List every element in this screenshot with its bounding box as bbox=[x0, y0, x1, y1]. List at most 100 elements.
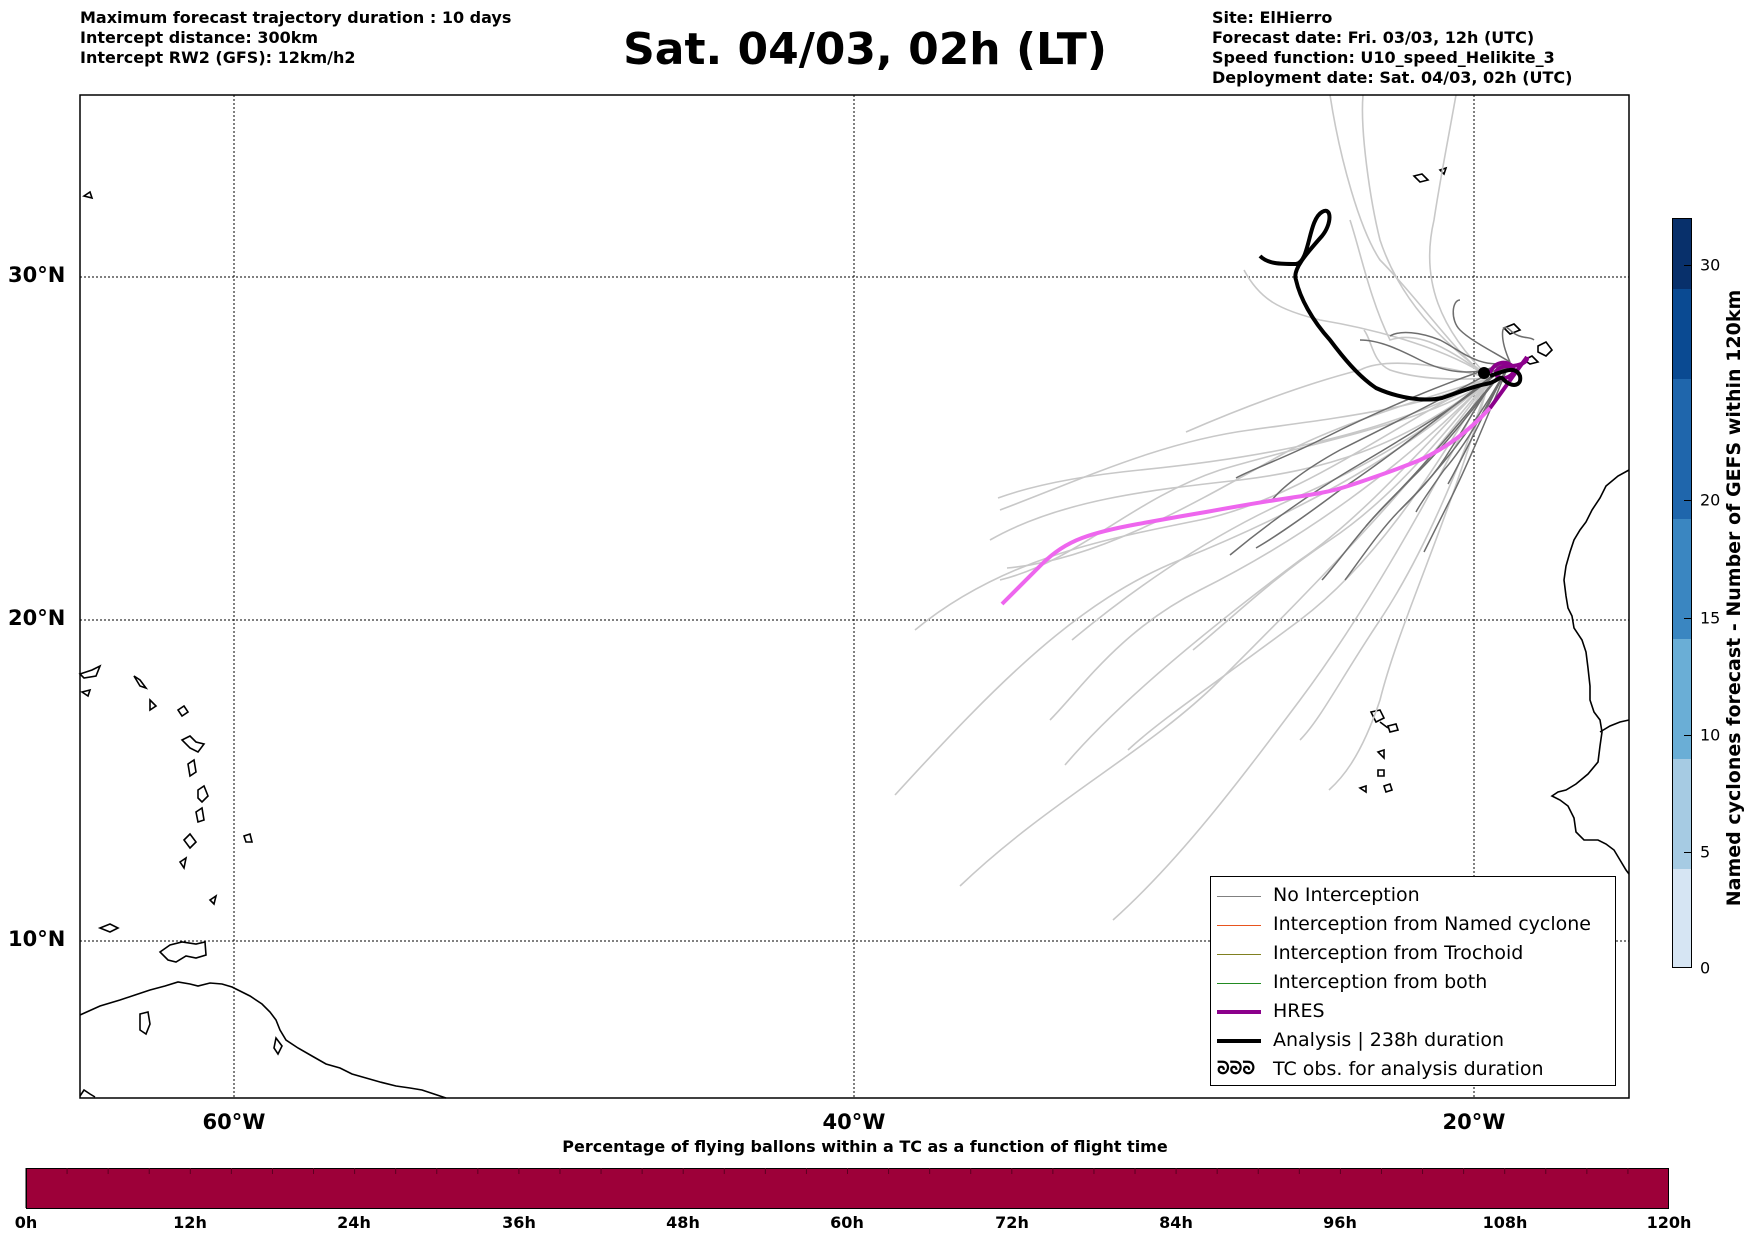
coast-island-b bbox=[139, 1011, 151, 1036]
legend-label: Interception from Trochoid bbox=[1273, 942, 1524, 964]
lon-label-20w: 20°W bbox=[1442, 1110, 1506, 1134]
colorbar-segment bbox=[1673, 639, 1691, 759]
colorbar-tick-30: 30 bbox=[1700, 255, 1721, 275]
coast-cape-verde-5 bbox=[1382, 782, 1394, 794]
colorbar-tickmark bbox=[1684, 500, 1692, 501]
lon-label-40w: 40°W bbox=[822, 1110, 886, 1134]
coast-sa-corner bbox=[79, 1088, 96, 1098]
info-intercept-rw2: Intercept RW2 (GFS): 12km/h2 bbox=[80, 48, 356, 67]
colorbar-segment bbox=[1673, 289, 1691, 379]
dark-trajectory bbox=[1255, 361, 1511, 549]
coast-trinidad bbox=[158, 941, 207, 963]
info-site: Site: ElHierro bbox=[1212, 8, 1333, 27]
legend-item-no-interception: No Interception bbox=[1211, 883, 1615, 911]
info-forecast-date: Forecast date: Fri. 03/03, 12h (UTC) bbox=[1212, 28, 1535, 47]
coast-cape-verde-7 bbox=[1358, 784, 1367, 794]
coast-antilles-2 bbox=[149, 698, 158, 712]
colorbar-tick-20: 20 bbox=[1700, 490, 1721, 510]
coast-dominica bbox=[187, 758, 197, 778]
colorbar-tick-15: 15 bbox=[1700, 608, 1721, 628]
coast-grenadines bbox=[178, 856, 188, 871]
light-trajectory bbox=[1299, 377, 1491, 741]
coast-canary-b bbox=[1522, 355, 1540, 365]
colorbar-tick-5: 5 bbox=[1700, 842, 1711, 862]
hbar-tick-60h: 60h bbox=[830, 1213, 864, 1232]
legend-label: Interception from Named cyclone bbox=[1273, 913, 1591, 935]
coast-canary-c bbox=[1502, 323, 1522, 335]
light-trajectory bbox=[1192, 377, 1491, 651]
hbar-tick-84h: 84h bbox=[1159, 1213, 1193, 1232]
lat-label-30n: 30°N bbox=[8, 263, 66, 287]
cyclone-colorbar bbox=[1672, 218, 1692, 968]
percentage-bar-dividers bbox=[66, 1168, 1629, 1174]
coast-barbados bbox=[242, 832, 254, 843]
coast-leeward-2 bbox=[80, 688, 92, 698]
hbar-tick-0h: 0h bbox=[14, 1213, 38, 1232]
lat-label-10n: 10°N bbox=[8, 927, 66, 951]
coast-st-vincent bbox=[182, 832, 198, 850]
light-trajectory bbox=[1049, 377, 1491, 721]
coast-cape-verde-4 bbox=[1377, 769, 1385, 777]
colorbar-tickmark bbox=[1684, 735, 1692, 736]
colorbar-segment bbox=[1673, 519, 1691, 639]
dark-trajectory bbox=[1235, 361, 1511, 479]
lon-label-60w: 60°W bbox=[202, 1110, 266, 1134]
info-deployment-date: Deployment date: Sat. 04/03, 02h (UTC) bbox=[1212, 68, 1573, 87]
hbar-tick-48h: 48h bbox=[666, 1213, 700, 1232]
light-trajectory bbox=[1349, 219, 1491, 379]
legend-label: HRES bbox=[1273, 1000, 1325, 1022]
info-speed-function: Speed function: U10_speed_Helikite_3 bbox=[1212, 48, 1555, 67]
light-trajectory bbox=[999, 377, 1491, 581]
legend-item-hres: HRES bbox=[1211, 999, 1615, 1027]
legend-item-both: Interception from both bbox=[1211, 970, 1615, 998]
info-right-block: Site: ElHierro Forecast date: Fri. 03/03… bbox=[1212, 8, 1572, 88]
percentage-bar bbox=[26, 1168, 1669, 1209]
colorbar-tickmark bbox=[1684, 618, 1692, 619]
light-trajectory bbox=[1361, 94, 1491, 379]
colorbar-segment bbox=[1673, 759, 1691, 869]
colorbar-tickmark bbox=[1684, 265, 1692, 266]
light-trajectory bbox=[1428, 94, 1491, 379]
info-duration: Maximum forecast trajectory duration : 1… bbox=[80, 8, 512, 27]
dark-trajectory bbox=[1447, 361, 1511, 485]
colorbar-segment bbox=[1673, 219, 1691, 289]
coast-antilles-3 bbox=[176, 704, 190, 718]
light-trajectory bbox=[1328, 377, 1491, 791]
legend-label: TC obs. for analysis duration bbox=[1273, 1058, 1544, 1080]
light-trajectory bbox=[999, 377, 1491, 511]
hbar-tick-72h: 72h bbox=[995, 1213, 1029, 1232]
colorbar-tickmark bbox=[1684, 852, 1692, 853]
map-grid bbox=[80, 95, 1629, 1098]
coast-st-lucia bbox=[195, 806, 205, 824]
light-trajectory bbox=[997, 377, 1491, 499]
hbar-tick-120h: 120h bbox=[1646, 1213, 1692, 1232]
light-trajectory bbox=[1185, 362, 1491, 433]
hbar-tick-96h: 96h bbox=[1323, 1213, 1357, 1232]
dark-trajectory bbox=[1423, 361, 1511, 553]
light-trajectory bbox=[914, 377, 1491, 631]
coast-africa-b bbox=[1599, 719, 1630, 733]
light-trajectory bbox=[1363, 329, 1491, 380]
hbar-tick-12h: 12h bbox=[173, 1213, 207, 1232]
legend-swatch bbox=[1217, 925, 1261, 926]
colorbar-tick-0: 0 bbox=[1700, 958, 1711, 978]
coast-canary-a bbox=[1537, 340, 1554, 357]
coast-cape-verde-3 bbox=[1379, 721, 1389, 729]
legend-swatch bbox=[1217, 954, 1261, 955]
light-trajectory bbox=[989, 377, 1491, 541]
colorbar-tick-10: 10 bbox=[1700, 725, 1721, 745]
coast-africa bbox=[1550, 469, 1630, 875]
hbar-tick-108h: 108h bbox=[1482, 1213, 1528, 1232]
colorbar-segment bbox=[1673, 869, 1691, 967]
dark-trajectory bbox=[1501, 326, 1535, 363]
coast-madeira bbox=[1412, 173, 1430, 183]
legend-swatch bbox=[1217, 896, 1261, 897]
coast-tobago bbox=[208, 894, 218, 906]
legend-item-analysis: Analysis | 238h duration bbox=[1211, 1028, 1615, 1056]
legend-swatch bbox=[1217, 1039, 1261, 1043]
legend-label: Interception from both bbox=[1273, 971, 1488, 993]
coast-south-america bbox=[79, 981, 447, 1099]
light-trajectory bbox=[1064, 377, 1491, 766]
